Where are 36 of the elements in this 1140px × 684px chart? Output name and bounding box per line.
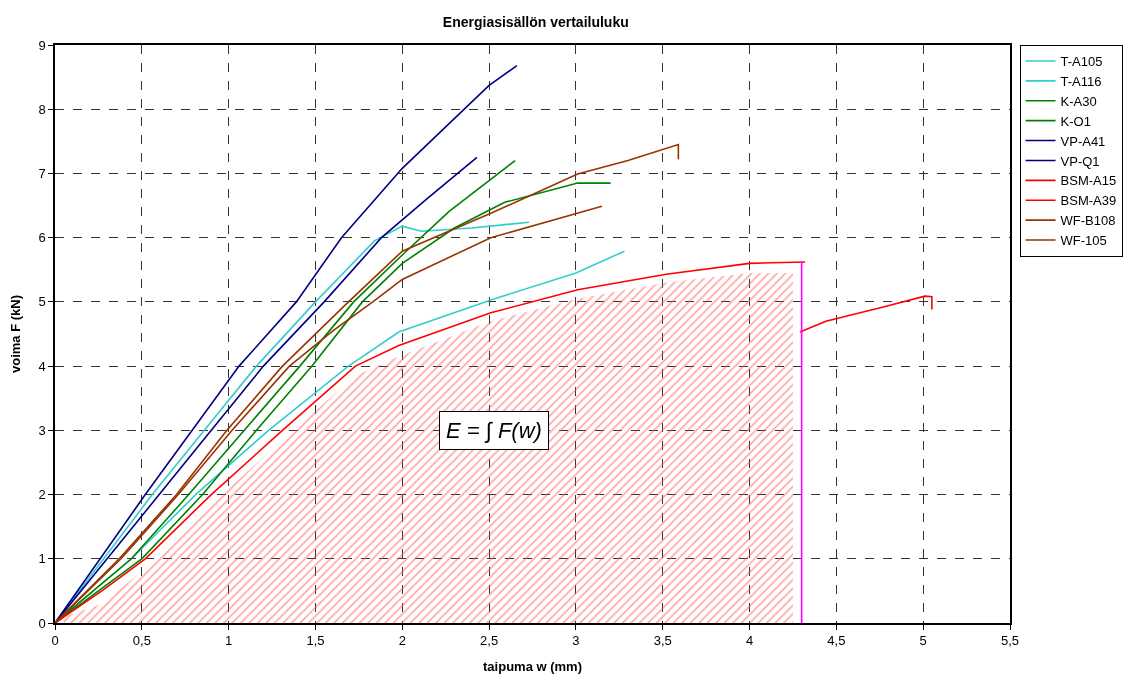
legend-label: WF-B108 bbox=[1060, 213, 1116, 229]
x-tick-label: 2 bbox=[398, 633, 406, 649]
y-tick-label: 7 bbox=[38, 165, 46, 181]
legend-label: VP-Q1 bbox=[1060, 153, 1100, 169]
y-tick-label: 3 bbox=[38, 422, 46, 438]
y-axis-title: voima F (kN) bbox=[7, 294, 23, 374]
y-tick-label: 4 bbox=[38, 358, 46, 374]
y-tick-label: 0 bbox=[38, 615, 46, 631]
x-tick-label: 1,5 bbox=[306, 633, 325, 649]
x-tick-label: 4,5 bbox=[827, 633, 846, 649]
annotation: E = ∫ F(w) bbox=[446, 418, 542, 443]
y-tick-label: 1 bbox=[38, 551, 46, 567]
x-tick-label: 2,5 bbox=[480, 633, 499, 649]
x-tick-label: 5 bbox=[919, 633, 927, 649]
x-tick-label: 5,5 bbox=[1000, 633, 1020, 649]
y-tick-label: 9 bbox=[38, 37, 46, 53]
x-tick-label: 0 bbox=[51, 633, 59, 649]
legend-label: BSM-A39 bbox=[1060, 193, 1117, 209]
y-tick-label: 2 bbox=[38, 487, 46, 503]
legend-label: T-A105 bbox=[1060, 54, 1103, 70]
x-tick-label: 3 bbox=[572, 633, 580, 649]
legend-label: WF-105 bbox=[1060, 233, 1107, 249]
y-tick-label: 6 bbox=[38, 230, 46, 246]
x-tick-label: 1 bbox=[225, 633, 233, 649]
x-tick-label: 3,5 bbox=[653, 633, 672, 649]
x-tick-label: 0,5 bbox=[132, 633, 151, 649]
x-tick-label: 4 bbox=[745, 633, 754, 649]
y-tick-label: 5 bbox=[38, 294, 46, 310]
legend-label: BSM-A15 bbox=[1060, 173, 1117, 189]
legend-label: K-O1 bbox=[1060, 113, 1091, 129]
chart-title: Energiasisällön vertailuluku bbox=[442, 13, 629, 30]
x-axis-title: taipuma w (mm) bbox=[483, 659, 582, 675]
legend-label: VP-A41 bbox=[1060, 133, 1106, 149]
legend-label: K-A30 bbox=[1060, 93, 1097, 109]
y-tick-label: 8 bbox=[38, 101, 46, 117]
legend-label: T-A116 bbox=[1060, 73, 1102, 89]
